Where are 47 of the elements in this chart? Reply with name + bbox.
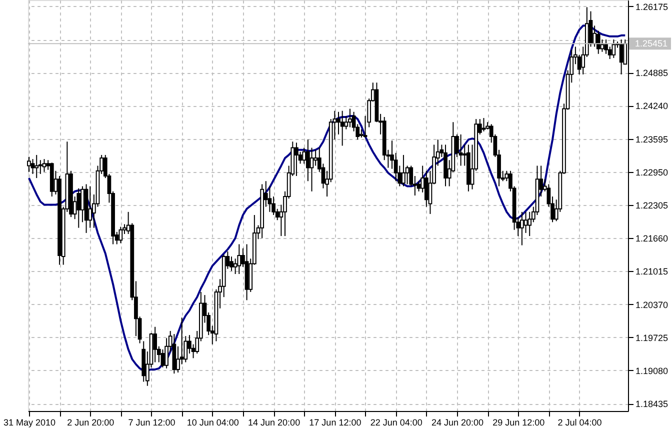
y-tick-label: 1.22305 [636, 200, 668, 210]
candlestick [528, 211, 532, 237]
candlestick [619, 39, 624, 75]
y-tick-label: 1.23595 [636, 134, 668, 144]
y-tick-label: 1.26175 [636, 2, 668, 12]
x-tick-label: 31 May 2010 [3, 418, 56, 428]
y-tick-label: 1.19080 [636, 366, 668, 376]
y-tick-label: 1.24240 [636, 101, 668, 112]
x-tick-label: 7 Jun 12:00 [128, 418, 176, 428]
candlestick [314, 149, 318, 166]
candlestick [340, 110, 344, 146]
y-tick-label: 1.18435 [636, 399, 668, 410]
x-tick-label: 2 Jul 04:00 [558, 418, 602, 428]
ref-line-label: 1.25451 [635, 38, 668, 49]
candlestick [612, 39, 616, 58]
x-tick-label: 24 Jun 20:00 [431, 418, 484, 428]
x-tick-label: 2 Jun 20:00 [67, 418, 114, 428]
x-tick-label: 29 Jun 12:00 [492, 418, 545, 428]
candlestick [88, 186, 92, 228]
candlestick [348, 108, 352, 128]
x-tick-label: 14 Jun 20:00 [248, 418, 300, 428]
candlestick [160, 348, 165, 368]
x-tick-label: 22 Jun 04:00 [370, 418, 422, 428]
y-tick-label: 1.20370 [636, 300, 668, 310]
candlestick [294, 142, 298, 176]
y-tick-label: 1.22950 [636, 167, 668, 178]
candlestick [524, 211, 528, 234]
candlestick [30, 158, 35, 174]
x-tick-label: 17 Jun 12:00 [309, 418, 362, 428]
candlestick [520, 211, 524, 246]
candlestick [237, 244, 242, 274]
y-tick-label: 1.21015 [636, 266, 668, 277]
candlestick [42, 158, 46, 172]
y-tick-label: 1.21660 [636, 234, 668, 244]
candlestick [27, 156, 31, 172]
x-tick-label: 10 Jun 04:00 [186, 418, 239, 428]
candlestick [76, 188, 81, 228]
candlestick [34, 154, 39, 179]
candlestick [118, 226, 123, 244]
candlestick [402, 154, 406, 187]
candlestick [482, 118, 486, 132]
candlestick [458, 134, 463, 166]
y-tick-label: 1.24885 [636, 68, 668, 78]
candlestick [153, 326, 158, 363]
candlestick [310, 147, 314, 192]
candlestick [302, 147, 306, 164]
y-tick-label: 1.19725 [636, 332, 668, 343]
